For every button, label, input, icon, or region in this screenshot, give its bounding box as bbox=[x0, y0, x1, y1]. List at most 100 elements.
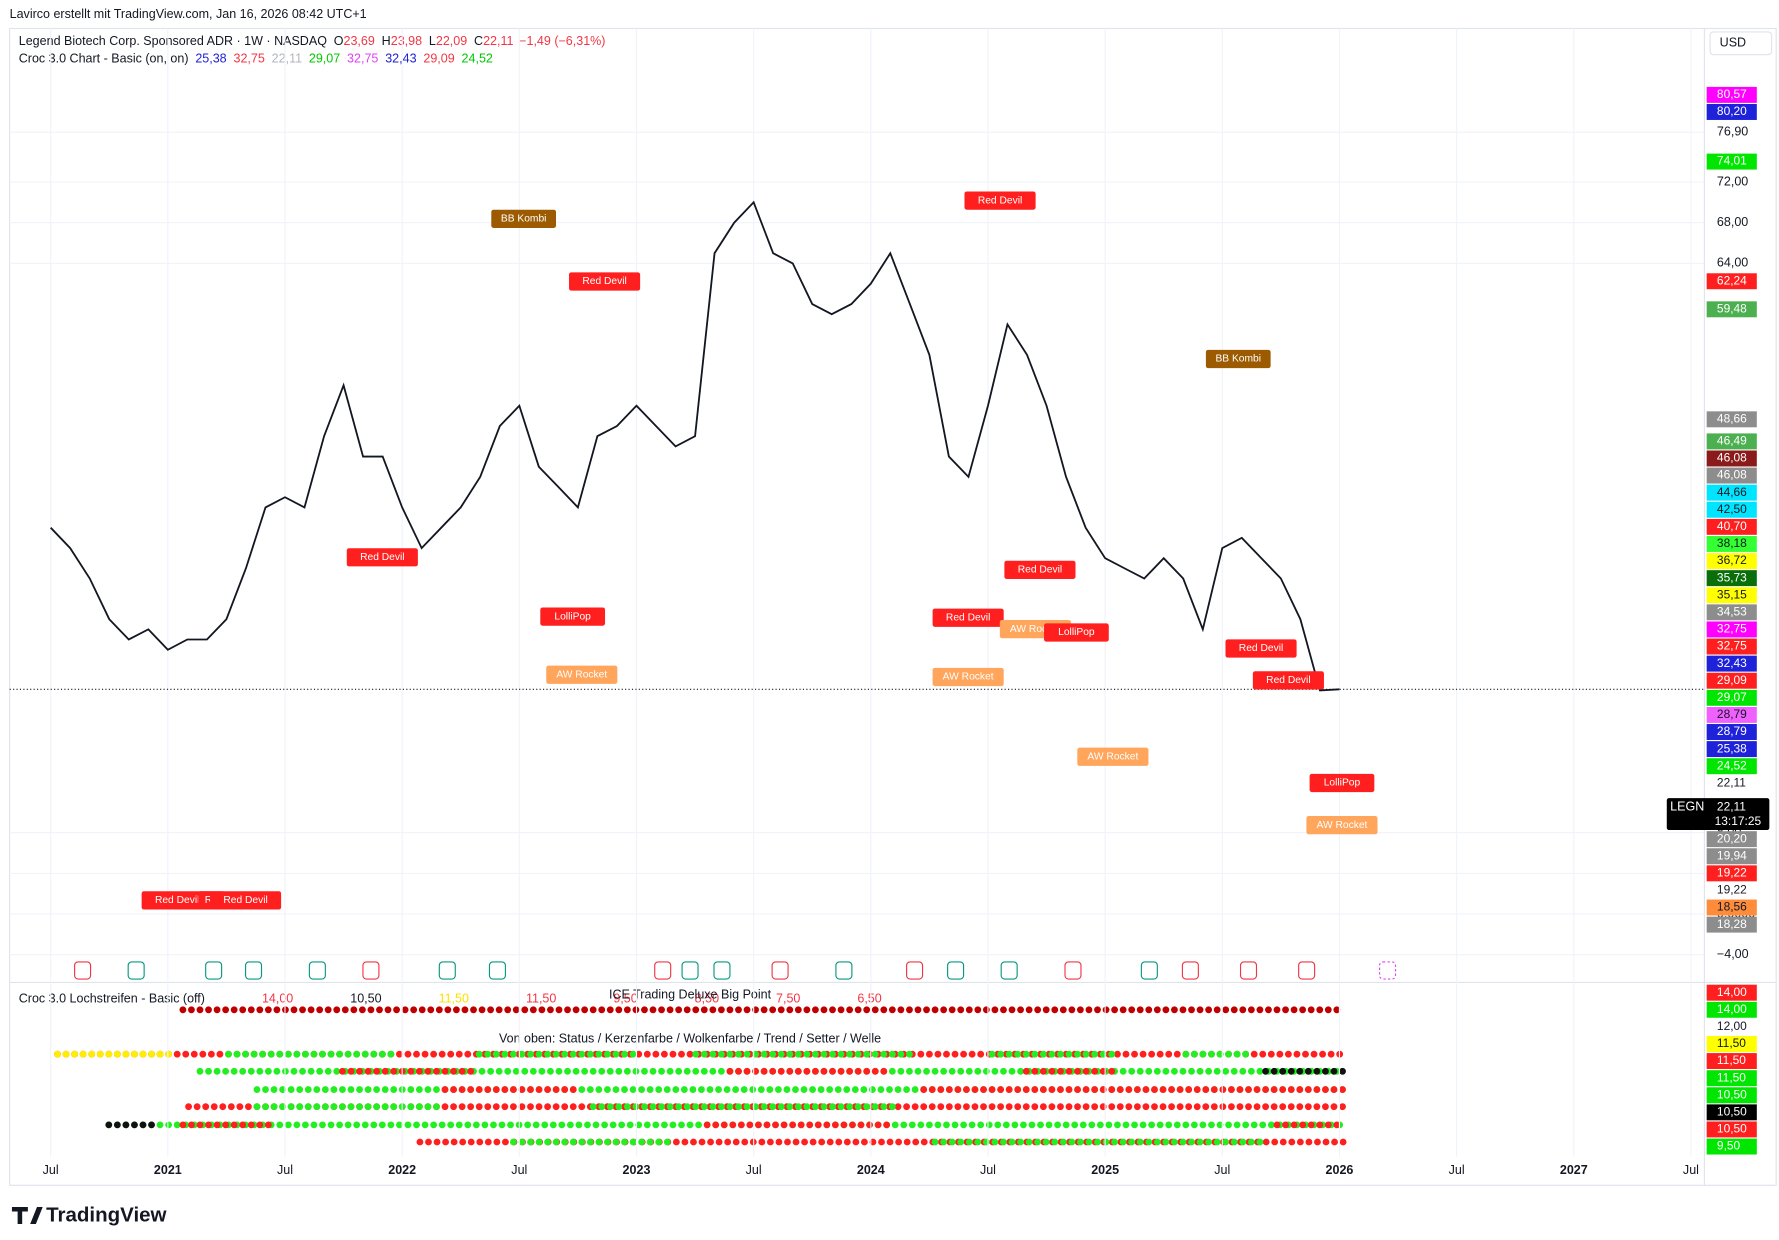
last-price-box bbox=[1666, 798, 1770, 831]
price-label-box bbox=[1706, 865, 1757, 882]
dot-rows bbox=[54, 1006, 1349, 1146]
price-label-box bbox=[1706, 433, 1757, 450]
earnings-marker[interactable] bbox=[308, 961, 326, 980]
price-label-box bbox=[1706, 672, 1757, 689]
earnings-marker[interactable] bbox=[681, 961, 699, 980]
y-tick-label: 76,90 bbox=[1717, 125, 1748, 139]
price-label: 59,48 bbox=[1717, 301, 1747, 315]
x-tick-label: 2027 bbox=[1560, 1163, 1588, 1177]
earnings-marker[interactable] bbox=[127, 961, 145, 980]
signal-badge bbox=[141, 891, 213, 910]
logo-mark bbox=[11, 1206, 43, 1225]
y-tick-label: 68,00 bbox=[1717, 215, 1748, 229]
y-tick-label: −4,00 bbox=[1717, 947, 1749, 961]
signal-label: LolliPop bbox=[1058, 627, 1095, 638]
legend-value: 6,50 bbox=[857, 992, 881, 1006]
x-tick-label: Jul bbox=[43, 1163, 59, 1177]
earnings-marker[interactable] bbox=[488, 961, 506, 980]
earnings-marker[interactable] bbox=[74, 961, 92, 980]
price-label-box bbox=[1706, 724, 1757, 740]
earnings-marker[interactable] bbox=[362, 961, 380, 980]
price-label-box bbox=[1706, 655, 1757, 672]
price-label: 32,43 bbox=[1717, 656, 1747, 670]
signal-label: LolliPop bbox=[554, 611, 591, 622]
earnings-marker[interactable] bbox=[1239, 961, 1258, 980]
signal-label: AW Rocket bbox=[1087, 751, 1138, 762]
legend-value: 32,75 bbox=[234, 52, 265, 66]
legend-value: 8,50 bbox=[695, 992, 719, 1006]
legend-value: Croc 3.0 Lochstreifen - Basic (off) bbox=[19, 992, 205, 1006]
price-label: 18,56 bbox=[1717, 900, 1747, 914]
signal-badge bbox=[546, 665, 618, 684]
y-tick-label: 64,00 bbox=[1717, 256, 1748, 270]
price-label: 10,50 bbox=[1717, 1122, 1747, 1136]
legend-value: 7,50 bbox=[776, 992, 800, 1006]
price-label: 40,70 bbox=[1717, 519, 1747, 533]
earnings-marker[interactable] bbox=[1000, 961, 1018, 980]
price-label: 44,66 bbox=[1717, 485, 1747, 499]
signal-label: Red Devil bbox=[1018, 565, 1062, 576]
legend-value: 23,69 bbox=[344, 34, 375, 48]
earnings-marker[interactable] bbox=[906, 961, 924, 980]
signal-badge bbox=[1004, 560, 1076, 579]
watermark: Lavirco erstellt mit TradingView.com, Ja… bbox=[10, 7, 367, 21]
signal-badge bbox=[964, 191, 1036, 210]
earnings-marker[interactable] bbox=[1140, 961, 1158, 980]
legend-value: 14,00 bbox=[262, 992, 293, 1006]
price-label-box bbox=[1706, 621, 1757, 638]
price-label-box bbox=[1706, 301, 1757, 318]
price-label: 12,00 bbox=[1717, 1019, 1747, 1033]
price-label-box bbox=[1706, 411, 1757, 428]
last-price-symbol: LEGN bbox=[1670, 800, 1704, 814]
price-label: 46,08 bbox=[1717, 468, 1747, 482]
price-label-box bbox=[1706, 831, 1757, 848]
earnings-marker[interactable] bbox=[1379, 961, 1397, 980]
earnings-marker[interactable] bbox=[1064, 961, 1082, 980]
currency-box[interactable] bbox=[1709, 31, 1773, 56]
earnings-marker[interactable] bbox=[438, 961, 456, 980]
price-label: 74,01 bbox=[1717, 154, 1747, 168]
earnings-marker[interactable] bbox=[713, 961, 731, 980]
earnings-marker[interactable] bbox=[244, 961, 263, 980]
legend-value: 29,09 bbox=[423, 52, 454, 66]
earnings-marker[interactable] bbox=[947, 961, 965, 980]
price-label: 19,22 bbox=[1717, 865, 1747, 879]
price-label: 10,50 bbox=[1717, 1105, 1747, 1119]
legend-value: 9,50 bbox=[613, 992, 637, 1006]
price-label-box bbox=[1706, 450, 1757, 467]
price-label-box bbox=[1706, 706, 1757, 723]
lower-legend: Von oben: Status / Kerzenfarbe / Wolkenf… bbox=[499, 1032, 881, 1046]
lower-heading: ICE Trading Deluxe Big Point bbox=[609, 987, 772, 1001]
signal-badge bbox=[1252, 671, 1324, 690]
logo: TradingView bbox=[11, 1203, 167, 1226]
price-label-box bbox=[1706, 1104, 1757, 1121]
price-label: 34,53 bbox=[1717, 604, 1747, 618]
signal-label: Red Devil bbox=[582, 276, 626, 287]
earnings-marker[interactable] bbox=[205, 961, 223, 980]
earnings-marker[interactable] bbox=[1298, 961, 1316, 980]
earnings-marker[interactable] bbox=[771, 961, 789, 980]
legend-value: 23,98 bbox=[391, 34, 422, 48]
last-price-label: 22,11 bbox=[1717, 799, 1746, 813]
price-label-box bbox=[1706, 1053, 1757, 1070]
price-label-box bbox=[1706, 484, 1757, 501]
price-label: 9,50 bbox=[1717, 1139, 1741, 1153]
earnings-marker[interactable] bbox=[654, 961, 672, 980]
earnings-marker[interactable] bbox=[1181, 961, 1199, 980]
legend-value: −1,49 (−6,31%) bbox=[519, 34, 605, 48]
x-tick-label: 2026 bbox=[1326, 1163, 1354, 1177]
currency[interactable]: USD bbox=[1720, 36, 1746, 50]
price-label: 24,52 bbox=[1717, 758, 1747, 772]
legend-value: 29,07 bbox=[309, 52, 340, 66]
price-label-box bbox=[1706, 570, 1757, 587]
price-label: 22,11 bbox=[1717, 775, 1746, 789]
legend-value: 11,50 bbox=[526, 992, 556, 1006]
signal-label: BB Kombi bbox=[1215, 354, 1261, 365]
signal-badge bbox=[491, 209, 557, 228]
earnings-marker[interactable] bbox=[835, 961, 853, 980]
legend-value: Croc 3.0 Chart - Basic (on, on) bbox=[19, 52, 189, 66]
signal-badge bbox=[1306, 816, 1378, 835]
price-label-box bbox=[1706, 638, 1757, 655]
signal-badge bbox=[1309, 773, 1375, 793]
price-label-box bbox=[1706, 848, 1757, 865]
